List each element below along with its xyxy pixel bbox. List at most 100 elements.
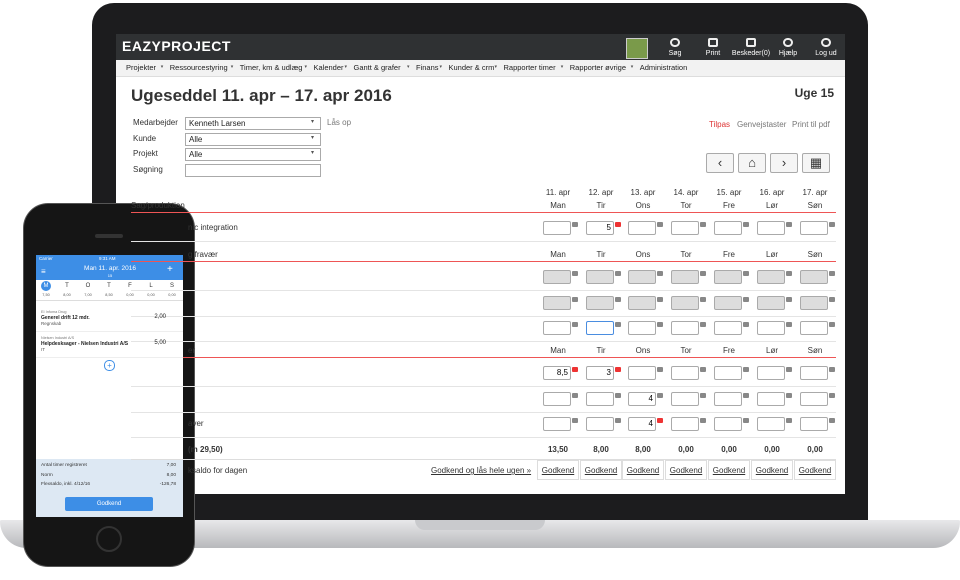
- comment-icon[interactable]: [743, 296, 749, 302]
- approve-button[interactable]: Godkend: [580, 460, 622, 480]
- time-cell[interactable]: [543, 417, 571, 431]
- comment-icon[interactable]: [657, 367, 663, 372]
- comment-icon[interactable]: [786, 392, 792, 398]
- phone-day[interactable]: O: [85, 283, 91, 289]
- comment-icon[interactable]: [572, 271, 578, 276]
- time-cell[interactable]: [714, 321, 742, 335]
- time-cell[interactable]: [543, 221, 571, 235]
- comment-icon[interactable]: [572, 392, 578, 398]
- icon-label[interactable]: Søg: [668, 50, 682, 57]
- icon-glyph[interactable]: [670, 38, 680, 47]
- phone-day[interactable]: F: [128, 283, 132, 289]
- phone-approve[interactable]: Godkend: [65, 497, 153, 511]
- time-cell[interactable]: 3: [586, 366, 614, 380]
- time-cell[interactable]: [671, 366, 699, 380]
- filter-input[interactable]: Kenneth Larsen: [185, 117, 321, 130]
- add-entry[interactable]: +: [104, 360, 115, 371]
- comment-icon[interactable]: [786, 296, 792, 302]
- comment-icon[interactable]: [615, 222, 621, 227]
- time-cell[interactable]: 4: [628, 391, 656, 406]
- page-link[interactable]: Tilpas: [709, 120, 731, 129]
- icon-label[interactable]: Print: [705, 50, 721, 57]
- time-cell[interactable]: [714, 221, 742, 235]
- menu-item[interactable]: Projekter: [126, 63, 157, 72]
- comment-icon[interactable]: [743, 392, 749, 398]
- comment-icon[interactable]: [786, 322, 792, 327]
- comment-icon[interactable]: [615, 322, 621, 327]
- approve-all[interactable]: Godkend og lås hele ugen »: [431, 466, 532, 475]
- approve-button[interactable]: Godkend: [665, 460, 707, 480]
- comment-icon[interactable]: [829, 322, 835, 327]
- menu-item[interactable]: Administration: [639, 63, 688, 72]
- icon-label[interactable]: Hjælp: [778, 50, 798, 57]
- time-cell[interactable]: [800, 221, 828, 235]
- comment-icon[interactable]: [572, 296, 578, 302]
- add-button[interactable]: +: [167, 264, 173, 275]
- comment-icon[interactable]: [657, 222, 663, 227]
- comment-icon[interactable]: [700, 418, 706, 423]
- icon-glyph[interactable]: [821, 38, 831, 47]
- time-cell[interactable]: [757, 321, 785, 335]
- comment-icon[interactable]: [572, 418, 578, 423]
- time-cell[interactable]: 4: [628, 417, 656, 431]
- nav-button[interactable]: ‹: [706, 153, 734, 173]
- time-cell[interactable]: [800, 391, 828, 406]
- comment-icon[interactable]: [786, 222, 792, 227]
- icon-glyph[interactable]: [746, 38, 756, 47]
- menu-item[interactable]: Ressourcestyring: [169, 63, 228, 72]
- approve-button[interactable]: Godkend: [537, 460, 579, 480]
- comment-icon[interactable]: [829, 418, 835, 423]
- menu-item[interactable]: Timer, km & udlæg: [239, 63, 303, 72]
- comment-icon[interactable]: [743, 222, 749, 227]
- comment-icon[interactable]: [829, 367, 835, 372]
- time-cell[interactable]: [800, 417, 828, 431]
- comment-icon[interactable]: [657, 392, 663, 398]
- icon-label[interactable]: Beskeder(0): [731, 50, 771, 57]
- comment-icon[interactable]: [743, 418, 749, 423]
- menu-item[interactable]: Gantt & grafer: [353, 63, 401, 72]
- menu-item[interactable]: Rapporter øvrige: [569, 63, 627, 72]
- comment-icon[interactable]: [700, 392, 706, 398]
- comment-icon[interactable]: [829, 392, 835, 398]
- page-link[interactable]: Genvejstaster: [737, 120, 787, 129]
- menu-item[interactable]: Finans: [416, 63, 439, 72]
- comment-icon[interactable]: [572, 322, 578, 327]
- time-cell[interactable]: [586, 417, 614, 431]
- time-cell[interactable]: [671, 391, 699, 406]
- comment-icon[interactable]: [786, 367, 792, 372]
- approve-button[interactable]: Godkend: [708, 460, 750, 480]
- icon-glyph[interactable]: [708, 38, 718, 47]
- icon-glyph[interactable]: [783, 38, 793, 47]
- comment-icon[interactable]: [615, 392, 621, 398]
- comment-icon[interactable]: [700, 271, 706, 276]
- filter-input[interactable]: Alle: [185, 148, 321, 161]
- time-cell[interactable]: [543, 391, 571, 406]
- time-cell[interactable]: [586, 391, 614, 406]
- comment-icon[interactable]: [657, 296, 663, 302]
- comment-icon[interactable]: [700, 367, 706, 372]
- comment-icon[interactable]: [572, 367, 578, 372]
- comment-icon[interactable]: [829, 222, 835, 227]
- comment-icon[interactable]: [657, 322, 663, 327]
- time-cell[interactable]: [543, 321, 571, 335]
- time-cell[interactable]: [671, 417, 699, 431]
- comment-icon[interactable]: [615, 271, 621, 276]
- nav-button[interactable]: ⌂: [738, 153, 766, 173]
- comment-icon[interactable]: [615, 367, 621, 372]
- time-cell[interactable]: [800, 366, 828, 380]
- time-cell[interactable]: [714, 417, 742, 431]
- phone-day[interactable]: S: [169, 283, 174, 289]
- nav-button[interactable]: ›: [770, 153, 798, 173]
- comment-icon[interactable]: [657, 418, 663, 423]
- phone-day[interactable]: T: [65, 283, 69, 289]
- filter-input[interactable]: Alle: [185, 132, 321, 146]
- comment-icon[interactable]: [743, 271, 749, 276]
- entry-task[interactable]: Generel drift 12 mdr.: [41, 315, 90, 321]
- time-cell[interactable]: [671, 221, 699, 235]
- time-cell[interactable]: [757, 417, 785, 431]
- menu-item[interactable]: Kalender: [313, 63, 344, 72]
- comment-icon[interactable]: [615, 296, 621, 302]
- phone-home-button[interactable]: [96, 526, 122, 552]
- time-cell[interactable]: [757, 391, 785, 406]
- comment-icon[interactable]: [700, 296, 706, 302]
